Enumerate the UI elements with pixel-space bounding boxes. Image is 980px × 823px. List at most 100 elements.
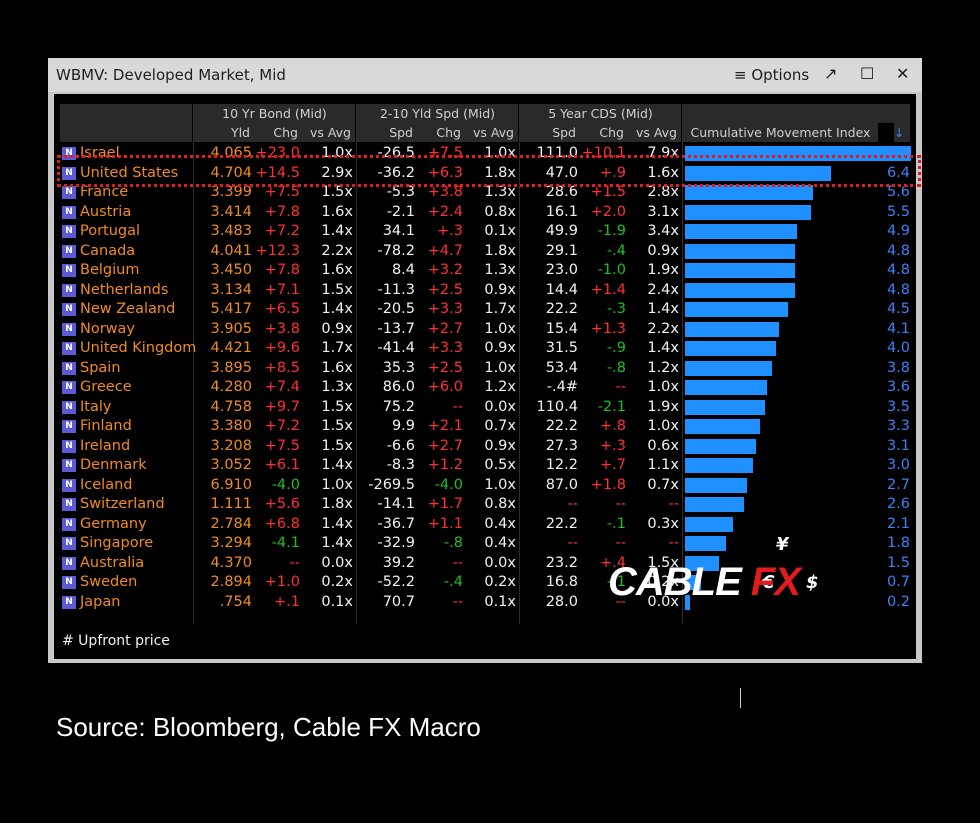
options-menu-button[interactable]: ≡ Options — [734, 66, 810, 84]
maximize-icon[interactable]: ☐ — [860, 64, 875, 83]
news-icon[interactable]: N — [62, 498, 76, 511]
country-name[interactable]: Switzerland — [80, 496, 165, 512]
close-icon[interactable]: ✕ — [896, 64, 910, 83]
news-icon[interactable]: N — [62, 381, 76, 394]
col-cds-chg[interactable]: Chg — [580, 123, 628, 142]
news-icon[interactable]: N — [62, 342, 76, 355]
table-row[interactable]: N United Kingdom 4.421 +9.6 1.7x -41.4 +3.3 0.9… — [54, 339, 916, 359]
cell-cds-chg: -.1 — [606, 515, 626, 532]
table-row[interactable]: N Netherlands 3.134 +7.1 1.5x -11.3 +2.5 0.9x 14… — [54, 281, 916, 301]
col-spd-vsavg[interactable]: vs Avg — [465, 123, 518, 142]
country-name[interactable]: Singapore — [80, 535, 154, 551]
col-yld-vsavg[interactable]: vs Avg — [302, 123, 355, 142]
table-row[interactable]: N France 3.399 +7.5 1.5x -5.3 +3.8 1.3x 28.6 +1.5… — [54, 183, 916, 203]
country-name[interactable]: Portugal — [80, 223, 141, 239]
col-spd[interactable]: Spd — [357, 123, 417, 142]
cell-cds-chg: -- — [615, 379, 626, 395]
news-icon[interactable]: N — [62, 186, 76, 199]
country-name[interactable]: Canada — [80, 242, 136, 259]
table-row[interactable]: N Denmark 3.052 +6.1 1.4x -8.3 +1.2 0.5x 12.2 +.7… — [54, 456, 916, 476]
news-icon[interactable]: N — [62, 556, 76, 570]
country-name[interactable]: New Zealand — [80, 301, 176, 317]
country-name[interactable]: Norway — [80, 320, 136, 337]
news-icon[interactable]: N — [62, 420, 76, 433]
news-icon[interactable]: N — [62, 517, 76, 531]
table-row[interactable]: N Greece 4.280 +7.4 1.3x 86.0 +6.0 1.2x -.4# -- 1.… — [54, 378, 916, 398]
country-name[interactable]: Australia — [80, 554, 145, 571]
news-icon[interactable]: N — [62, 361, 76, 375]
news-icon[interactable]: N — [62, 225, 76, 238]
country-name[interactable]: Italy — [80, 398, 112, 415]
news-icon[interactable]: N — [62, 322, 76, 336]
expand-icon[interactable]: ↗ — [824, 64, 838, 83]
news-icon[interactable]: N — [62, 537, 76, 550]
country-name[interactable]: Ireland — [80, 437, 131, 454]
table-row[interactable]: N Canada 4.041 +12.3 2.2x -78.2 +4.7 1.8x 29.1 -.… — [54, 242, 916, 262]
col-spd-chg[interactable]: Chg — [417, 123, 465, 142]
table-row[interactable]: N United States 4.704 +14.5 2.9x -36.2 +6.3 1.8… — [54, 164, 916, 184]
news-icon[interactable]: N — [62, 166, 76, 180]
news-icon[interactable]: N — [62, 264, 76, 277]
cell-yld-chg: +7.2 — [264, 418, 300, 434]
country-name[interactable]: Denmark — [80, 457, 147, 473]
country-name[interactable]: Japan — [80, 593, 121, 610]
country-name[interactable]: Greece — [80, 379, 132, 395]
country-name[interactable]: United Kingdom — [80, 340, 197, 356]
country-name[interactable]: Netherlands — [80, 281, 169, 298]
table-row[interactable]: N Finland 3.380 +7.2 1.5x 9.9 +2.1 0.7x 22.2 +.8 1… — [54, 417, 916, 437]
news-icon[interactable]: N — [62, 400, 76, 414]
news-icon[interactable]: N — [62, 595, 76, 609]
cell-yld-vsavg: 1.5x — [321, 398, 353, 415]
cell-yld: 3.414 — [210, 203, 252, 220]
news-icon[interactable]: N — [62, 283, 76, 297]
news-icon[interactable]: N — [62, 244, 76, 258]
news-icon[interactable]: N — [62, 303, 76, 316]
news-icon[interactable]: N — [62, 576, 76, 589]
country-name[interactable]: Spain — [80, 359, 121, 376]
cell-cds-chg: +1.8 — [590, 476, 626, 493]
country-name[interactable]: Sweden — [80, 574, 138, 590]
country-name[interactable]: France — [80, 184, 129, 200]
news-icon[interactable]: N — [62, 459, 76, 472]
table-row[interactable]: N Portugal 3.483 +7.2 1.4x 34.1 +.3 0.1x 49.9 -1.… — [54, 222, 916, 242]
table-row[interactable]: N New Zealand 5.417 +6.5 1.4x -20.5 +3.3 1.7x 22… — [54, 300, 916, 320]
table-row[interactable]: N Japan .754 +.1 0.1x 70.7 -- 0.1x 28.0 -- 0.0x 0.2 — [54, 593, 916, 613]
table-row[interactable]: N Ireland 3.208 +7.5 1.5x -6.6 +2.7 0.9x 27.3 +.3… — [54, 437, 916, 457]
news-icon[interactable]: N — [62, 439, 76, 453]
table-row[interactable]: N Switzerland 1.111 +5.6 1.8x -14.1 +1.7 0.8x --… — [54, 495, 916, 515]
table-row[interactable]: N Belgium 3.450 +7.8 1.6x 8.4 +3.2 1.3x 23.0 -1.0… — [54, 261, 916, 281]
country-name[interactable]: Austria — [80, 203, 132, 220]
country-name[interactable]: Belgium — [80, 262, 140, 278]
table-row[interactable]: N Spain 3.895 +8.5 1.6x 35.3 +2.5 1.0x 53.4 -.8 1.… — [54, 359, 916, 379]
cell-yld-vsavg: 0.0x — [321, 554, 353, 571]
cell-cds-vsavg: 1.6x — [647, 164, 679, 181]
country-name[interactable]: Finland — [80, 418, 132, 434]
cell-spd-vsavg: 1.8x — [484, 242, 516, 259]
country-name[interactable]: Germany — [80, 515, 147, 532]
col-yld-chg[interactable]: Chg — [254, 123, 302, 142]
country-name[interactable]: United States — [80, 164, 179, 181]
cell-spd-vsavg: 1.0x — [484, 320, 516, 337]
country-name[interactable]: Iceland — [80, 476, 133, 493]
table-row[interactable]: N Sweden 2.894 +1.0 0.2x -52.2 -.4 0.2x 16.8 -.1 0… — [54, 573, 916, 593]
cell-spd-vsavg: 0.0x — [484, 554, 516, 571]
index-bar — [685, 360, 772, 376]
table-row[interactable]: N Norway 3.905 +3.8 0.9x -13.7 +2.7 1.0x 15.4 +1.… — [54, 320, 916, 340]
table-row[interactable]: N Australia 4.370 -- 0.0x 39.2 -- 0.0x 23.2 +.4 1.… — [54, 554, 916, 574]
col-cds-vsavg[interactable]: vs Avg — [628, 123, 681, 142]
table-row[interactable]: N Italy 4.758 +9.7 1.5x 75.2 -- 0.0x 110.4 -2.1 1.… — [54, 398, 916, 418]
news-icon[interactable]: N — [62, 205, 76, 219]
col-yld[interactable]: Yld — [194, 123, 254, 142]
cell-yld: 2.894 — [210, 574, 252, 590]
table-row[interactable]: N Austria 3.414 +7.8 1.6x -2.1 +2.4 0.8x 16.1 +2.… — [54, 203, 916, 223]
table-row[interactable]: N Germany 2.784 +6.8 1.4x -36.7 +1.1 0.4x 22.2 -.… — [54, 515, 916, 535]
cell-spd-chg: +3.8 — [427, 184, 463, 200]
cell-cds-chg: +.4 — [600, 554, 626, 571]
col-cumulative-index[interactable]: Cumulative Movement Index — [683, 123, 878, 142]
table-row[interactable]: N Singapore 3.294 -4.1 1.4x -32.9 -.8 0.4x -- -- -… — [54, 534, 916, 554]
col-cds[interactable]: Spd — [520, 123, 580, 142]
cell-yld-chg: +7.8 — [264, 262, 300, 278]
sort-down-icon[interactable]: ↓ — [894, 123, 910, 142]
table-row[interactable]: N Iceland 6.910 -4.0 1.0x -269.5 -4.0 1.0x 87.0 +… — [54, 476, 916, 496]
news-icon[interactable]: N — [62, 478, 76, 492]
